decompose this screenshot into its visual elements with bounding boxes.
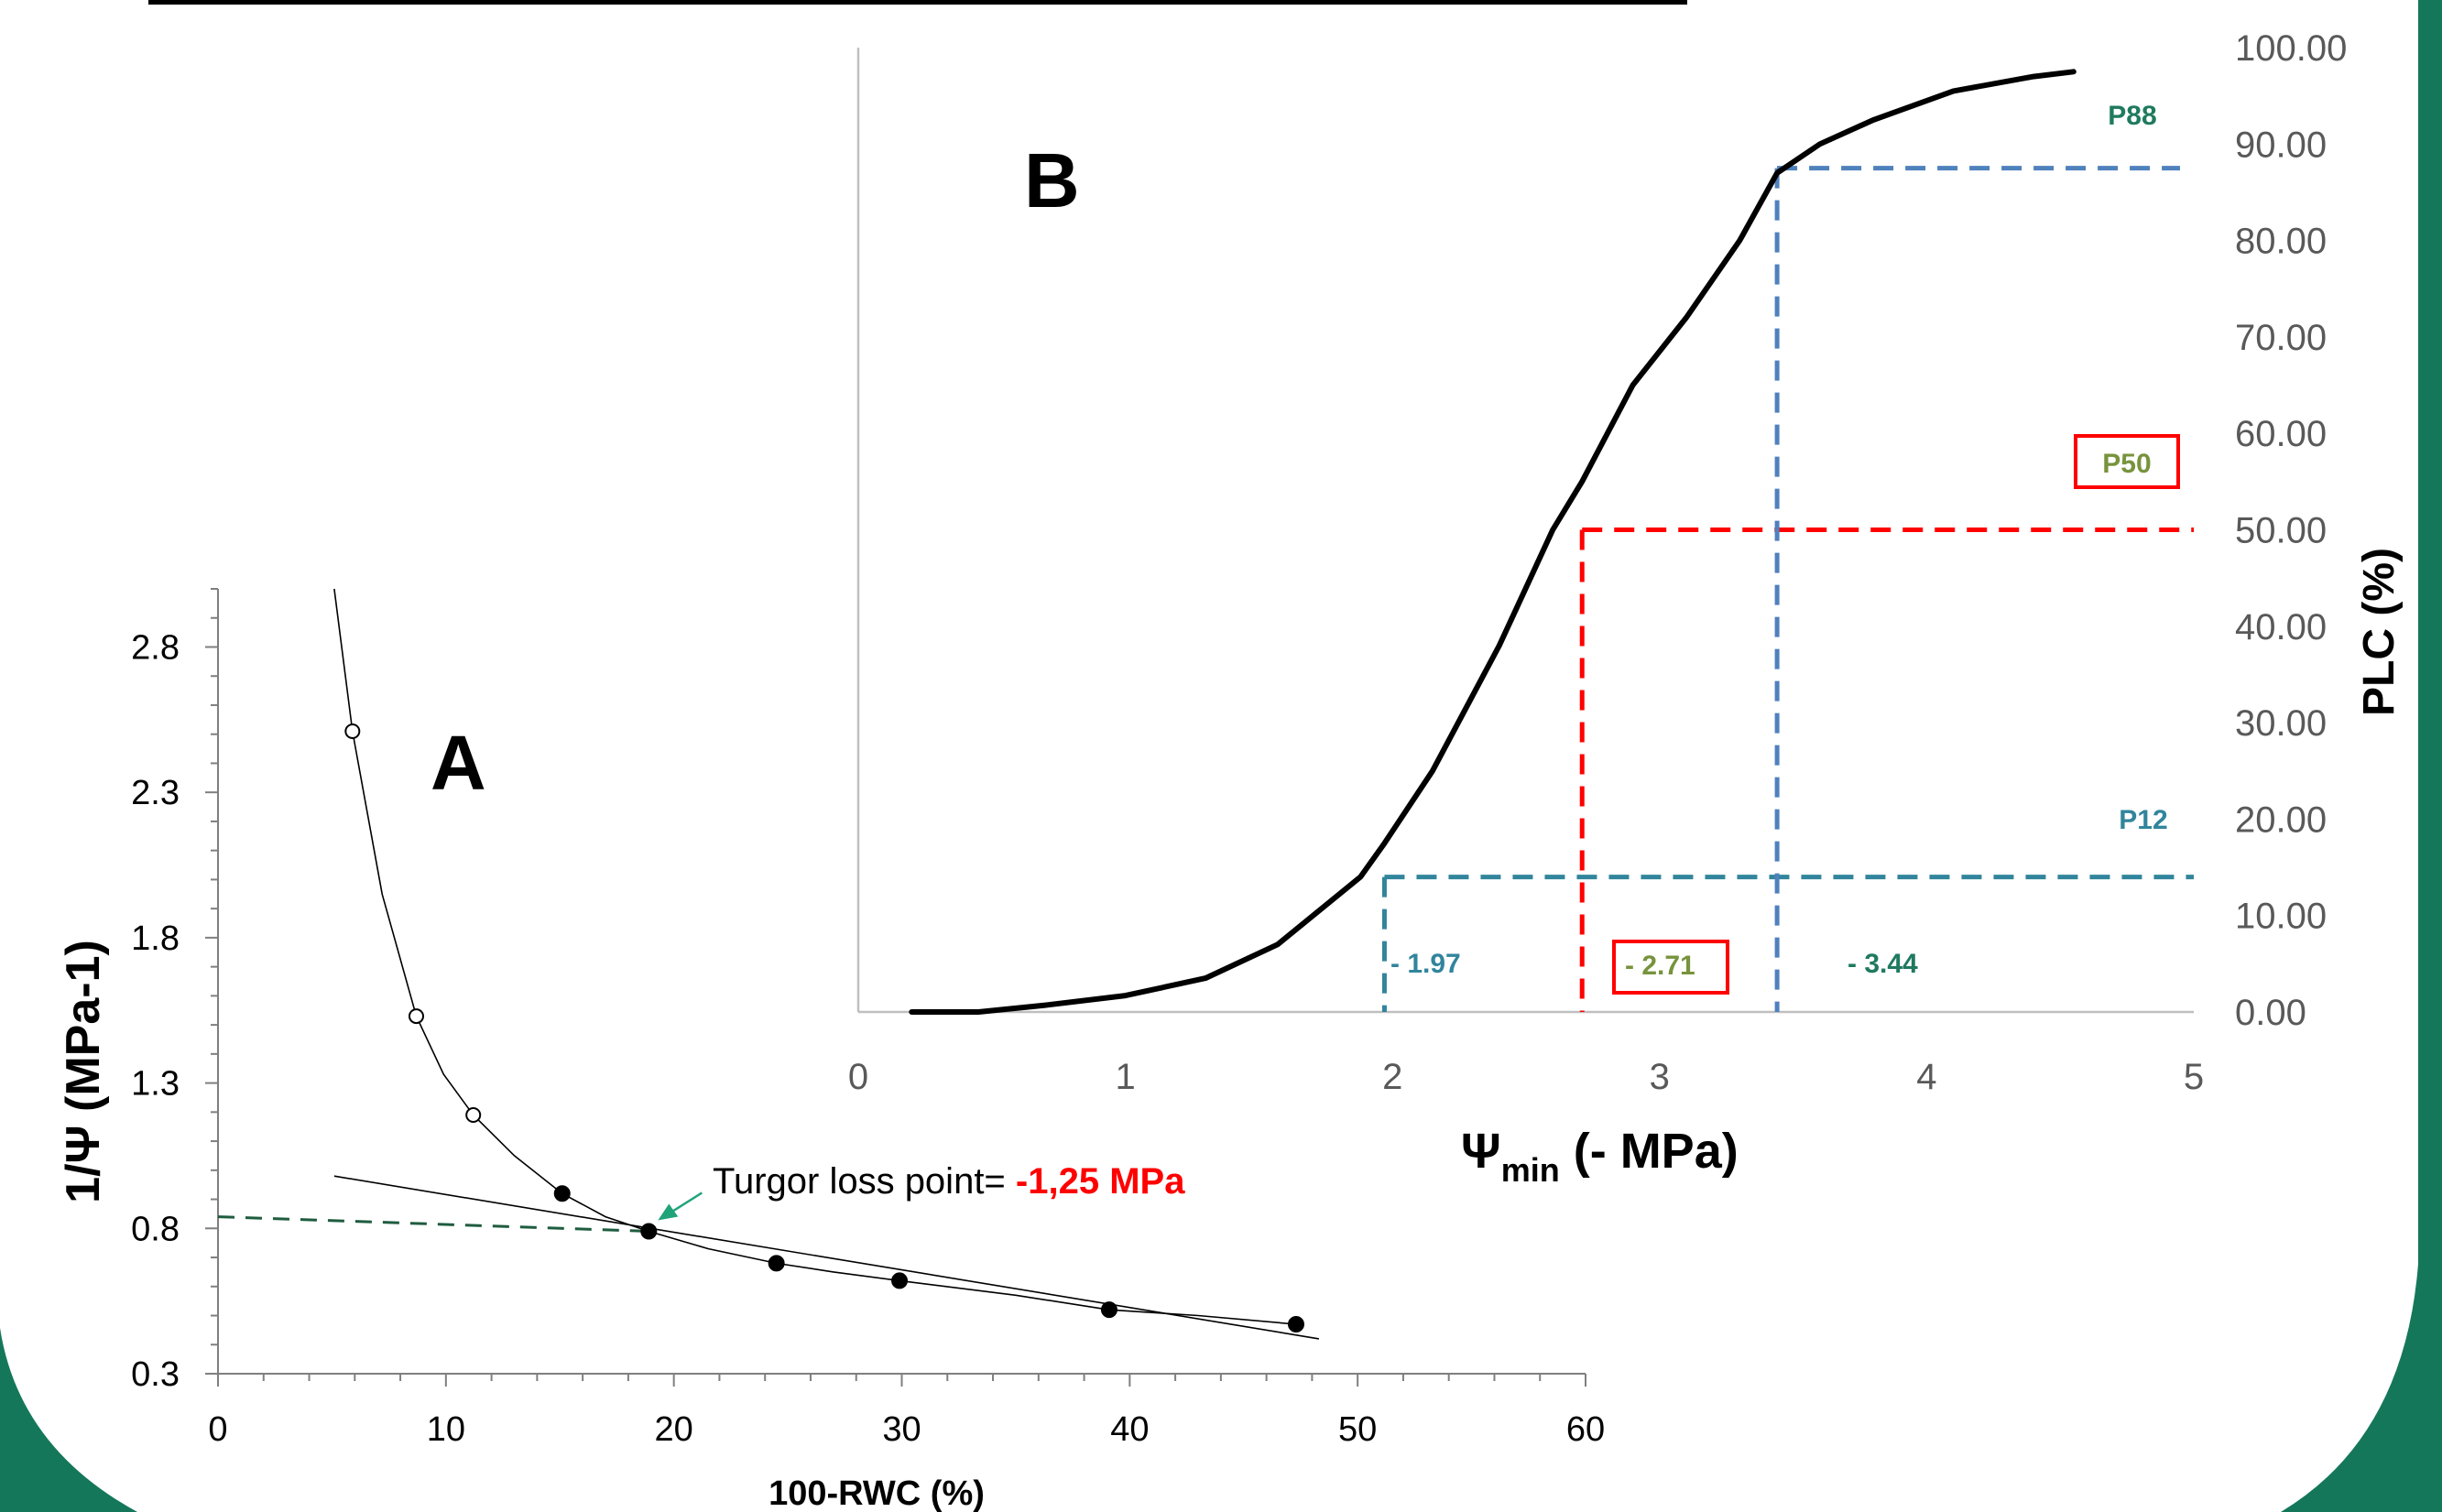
chart-b-p88-psi-label: - 3.44 xyxy=(1848,949,1918,979)
chart-b-y-tick-label: 10.00 xyxy=(2235,897,2327,937)
chart-a-linear-fit xyxy=(333,1175,1320,1340)
chart-a-open-point xyxy=(465,1107,482,1124)
chart-b-y-tick-label: 0.00 xyxy=(2235,993,2306,1033)
chart-a-filled-point xyxy=(1100,1301,1117,1319)
chart-a-y-tick-label: 1.8 xyxy=(131,919,180,958)
chart-a-filled-point xyxy=(768,1255,785,1272)
chart-b-x-tick-labels: 0 1 2 3 4 5 xyxy=(848,1057,2204,1097)
chart-a-open-point xyxy=(344,723,361,740)
chart-a-annotation: Turgor loss point= -1,25 MPa xyxy=(658,1161,1185,1221)
chart-a-x-tick-label: 30 xyxy=(882,1410,921,1449)
chart-b-y-tick-label: 40.00 xyxy=(2235,607,2327,647)
chart-a-points xyxy=(344,723,1304,1333)
chart-b-panel-label: B xyxy=(1024,137,1080,223)
chart-b-p50-psi-box xyxy=(1612,940,1729,995)
chart-b: 0 1 2 3 4 5 0.00 10.00 20.00 30.00 40.00 50.00 60.0… xyxy=(848,28,2404,1189)
chart-a-curve xyxy=(333,588,1297,1325)
chart-b-y-tick-label: 90.00 xyxy=(2235,125,2327,165)
chart-a-filled-point xyxy=(891,1272,909,1289)
chart-a-filled-point xyxy=(640,1223,658,1240)
chart-b-x-tick-label: 4 xyxy=(1916,1057,1936,1097)
chart-b-y-tick-label: 20.00 xyxy=(2235,800,2327,840)
chart-b-x-axis-title: Ψmin (- MPa) xyxy=(1461,1124,1739,1189)
chart-b-p50-label-box xyxy=(2074,434,2180,489)
chart-b-x-tick-label: 1 xyxy=(1115,1057,1135,1097)
chart-b-x-tick-label: 2 xyxy=(1382,1057,1402,1097)
chart-b-y-tick-label: 30.00 xyxy=(2235,703,2327,744)
chart-b-x-tick-label: 3 xyxy=(1650,1057,1670,1097)
chart-a-x-tick-label: 0 xyxy=(208,1410,227,1449)
chart-a-annotation-text: Turgor loss point= -1,25 MPa xyxy=(713,1161,1185,1202)
chart-b-x-axis-title-main: Ψ xyxy=(1461,1124,1501,1179)
chart-a-x-tick-label: 40 xyxy=(1110,1410,1149,1449)
chart-a-ticks xyxy=(205,588,1586,1387)
chart-b-p12-label: P12 xyxy=(2119,805,2167,835)
chart-a-annotation-value: -1,25 MPa xyxy=(1016,1161,1185,1202)
chart-a-x-tick-label: 50 xyxy=(1338,1410,1377,1449)
chart-a-y-tick-label: 0.8 xyxy=(131,1210,180,1248)
frame-corner-left xyxy=(0,1328,137,1512)
frame-edge-right xyxy=(2281,0,2442,1512)
chart-a-y-tick-label: 2.3 xyxy=(131,774,180,812)
chart-b-y-tick-label: 100.00 xyxy=(2235,28,2347,69)
top-rule xyxy=(148,0,1687,5)
chart-a-filled-point xyxy=(1287,1316,1304,1333)
chart-b-p12-psi-label: - 1.97 xyxy=(1390,949,1461,979)
chart-a-annotation-arrowhead xyxy=(658,1203,679,1221)
chart-b-x-axis-title-sub: min xyxy=(1501,1151,1560,1189)
chart-a-x-tick-label: 10 xyxy=(427,1410,465,1449)
chart-b-y-tick-label: 60.00 xyxy=(2235,414,2327,454)
chart-a: 0 10 20 30 40 50 60 0.30.81.31.82.32.8 Turgor … xyxy=(57,588,1605,1512)
chart-a-y-tick-label: 1.3 xyxy=(131,1065,180,1104)
chart-a-open-point xyxy=(408,1008,424,1025)
chart-a-filled-point xyxy=(553,1185,571,1202)
chart-b-x-tick-label: 0 xyxy=(848,1057,868,1097)
chart-b-p50-psi-label: - 2.71 xyxy=(1625,951,1695,981)
chart-b-x-tick-label: 5 xyxy=(2184,1057,2204,1097)
chart-a-y-axis-title: 1/Ψ (MPa-1) xyxy=(57,940,110,1203)
chart-a-x-axis-title: 100-RWC (%) xyxy=(769,1474,985,1512)
chart-b-p88-label: P88 xyxy=(2108,101,2156,131)
chart-a-panel-label: A xyxy=(431,720,486,806)
chart-a-y-tick-label: 2.8 xyxy=(131,628,180,667)
chart-a-y-tick-label: 0.3 xyxy=(131,1355,180,1394)
chart-b-y-axis-title: PLC (%) xyxy=(2355,548,2404,716)
chart-b-y-tick-label: 80.00 xyxy=(2235,222,2327,262)
chart-a-x-tick-label: 60 xyxy=(1566,1410,1605,1449)
chart-b-plc-curve xyxy=(909,69,2077,1015)
chart-b-y-tick-label: 50.00 xyxy=(2235,511,2327,551)
chart-b-threshold-guides xyxy=(1381,166,2194,1012)
chart-a-x-tick-labels: 0 10 20 30 40 50 60 xyxy=(208,1410,1605,1449)
chart-b-p50-label: P50 xyxy=(2102,449,2151,479)
chart-a-annotation-label: Turgor loss point= xyxy=(713,1161,1016,1202)
chart-b-threshold-labels: P12 - 1.97 P50 - 2.71 P88 - 3.44 xyxy=(1390,101,2180,995)
chart-b-y-tick-label: 70.00 xyxy=(2235,318,2327,358)
chart-b-x-axis-title-suffix: (- MPa) xyxy=(1560,1124,1739,1179)
chart-b-y-tick-labels: 0.00 10.00 20.00 30.00 40.00 50.00 60.00 70.00 8… xyxy=(2235,28,2347,1033)
chart-a-x-tick-label: 20 xyxy=(655,1410,693,1449)
chart-a-extrapolation-line xyxy=(217,1215,649,1233)
chart-a-y-tick-labels: 0.3 0.8 1.3 1.8 2.3 2.8 xyxy=(131,628,180,1394)
